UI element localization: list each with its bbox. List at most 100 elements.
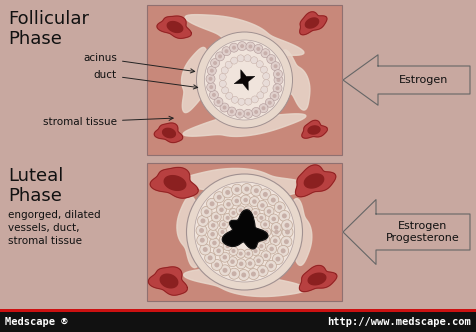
Circle shape <box>231 57 238 64</box>
Polygon shape <box>185 15 304 55</box>
Circle shape <box>254 249 258 253</box>
Circle shape <box>277 205 282 210</box>
Text: http://www.medscape.com: http://www.medscape.com <box>327 317 471 327</box>
Circle shape <box>209 201 215 206</box>
Circle shape <box>244 109 253 118</box>
Circle shape <box>220 252 230 262</box>
Circle shape <box>271 222 281 232</box>
Circle shape <box>195 182 295 282</box>
Circle shape <box>208 220 218 230</box>
Circle shape <box>225 49 228 53</box>
Circle shape <box>231 211 236 215</box>
Circle shape <box>230 110 234 114</box>
Circle shape <box>244 55 251 62</box>
Bar <box>0 309 476 311</box>
Circle shape <box>263 73 270 80</box>
Circle shape <box>200 218 206 223</box>
Circle shape <box>274 230 279 234</box>
Circle shape <box>238 98 245 105</box>
Circle shape <box>226 202 231 207</box>
Circle shape <box>278 245 288 256</box>
Circle shape <box>244 249 253 258</box>
Circle shape <box>204 209 209 214</box>
Text: Estrogen: Estrogen <box>399 75 449 85</box>
Circle shape <box>271 217 276 221</box>
Circle shape <box>263 80 270 87</box>
Circle shape <box>252 108 261 117</box>
Polygon shape <box>181 47 208 113</box>
Polygon shape <box>160 274 178 288</box>
Circle shape <box>212 93 216 97</box>
Circle shape <box>214 215 218 219</box>
Circle shape <box>273 94 277 98</box>
Circle shape <box>268 263 273 268</box>
Circle shape <box>217 249 221 253</box>
Circle shape <box>251 272 256 277</box>
Circle shape <box>256 61 263 68</box>
Text: Estrogen
Progesterone: Estrogen Progesterone <box>386 221 460 243</box>
Circle shape <box>220 230 225 234</box>
Circle shape <box>271 198 276 203</box>
Circle shape <box>282 226 293 237</box>
Circle shape <box>243 198 248 202</box>
Circle shape <box>222 47 231 56</box>
Circle shape <box>263 237 267 242</box>
Text: stromal tissue: stromal tissue <box>43 116 173 127</box>
Polygon shape <box>222 210 268 249</box>
Circle shape <box>228 268 239 279</box>
Circle shape <box>259 104 268 113</box>
Circle shape <box>230 259 235 264</box>
Circle shape <box>276 86 279 90</box>
Circle shape <box>206 74 215 83</box>
Circle shape <box>223 255 227 260</box>
Circle shape <box>261 49 270 58</box>
Circle shape <box>274 70 282 79</box>
Circle shape <box>210 69 214 73</box>
Circle shape <box>261 235 270 244</box>
Circle shape <box>231 249 236 253</box>
Polygon shape <box>183 114 306 136</box>
Circle shape <box>239 262 243 266</box>
Circle shape <box>207 198 218 209</box>
Circle shape <box>260 269 265 274</box>
Circle shape <box>208 66 216 75</box>
Circle shape <box>254 256 264 266</box>
Circle shape <box>209 90 218 99</box>
Circle shape <box>249 197 259 207</box>
Circle shape <box>284 239 289 244</box>
Bar <box>147 163 342 301</box>
Polygon shape <box>164 176 186 190</box>
Circle shape <box>240 44 244 48</box>
Circle shape <box>219 80 226 87</box>
Circle shape <box>219 235 228 244</box>
Circle shape <box>224 199 234 209</box>
Circle shape <box>214 97 223 106</box>
Circle shape <box>241 273 246 278</box>
Circle shape <box>263 192 268 197</box>
Text: engorged, dilated
vessels, duct,
stromal tissue: engorged, dilated vessels, duct, stromal… <box>8 210 100 246</box>
Circle shape <box>218 54 222 58</box>
Circle shape <box>246 112 250 116</box>
Circle shape <box>222 187 233 198</box>
Circle shape <box>248 261 252 266</box>
Circle shape <box>225 61 232 68</box>
Circle shape <box>228 257 238 267</box>
Circle shape <box>244 206 253 215</box>
Polygon shape <box>299 265 337 291</box>
Circle shape <box>219 265 230 276</box>
Circle shape <box>276 72 280 76</box>
Circle shape <box>274 75 283 85</box>
Circle shape <box>277 78 280 82</box>
Polygon shape <box>157 16 191 38</box>
Circle shape <box>217 205 227 215</box>
Circle shape <box>257 47 260 51</box>
Circle shape <box>251 185 262 196</box>
Polygon shape <box>302 120 327 138</box>
Circle shape <box>271 62 280 71</box>
Circle shape <box>205 40 285 120</box>
Circle shape <box>214 246 224 256</box>
Circle shape <box>203 247 208 252</box>
Circle shape <box>208 255 213 260</box>
Circle shape <box>259 216 263 220</box>
Text: acinus: acinus <box>83 53 195 73</box>
